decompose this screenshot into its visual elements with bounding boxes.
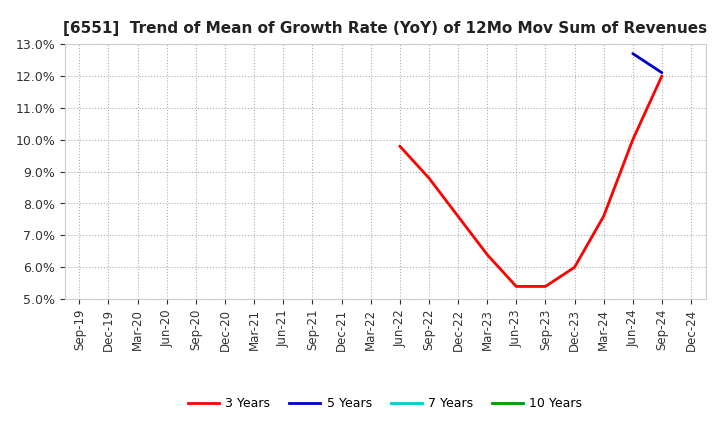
- Title: [6551]  Trend of Mean of Growth Rate (YoY) of 12Mo Mov Sum of Revenues: [6551] Trend of Mean of Growth Rate (YoY…: [63, 21, 707, 36]
- Legend: 3 Years, 5 Years, 7 Years, 10 Years: 3 Years, 5 Years, 7 Years, 10 Years: [183, 392, 588, 415]
